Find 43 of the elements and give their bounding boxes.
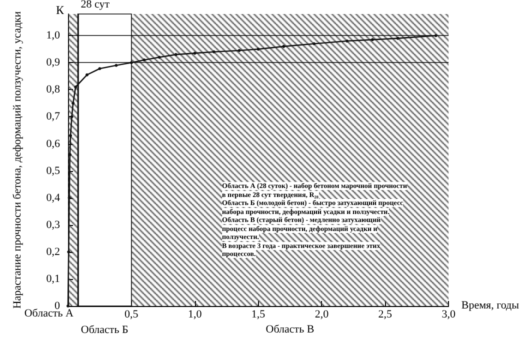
point [370, 38, 374, 42]
y-tick-label: 0,8 [46, 84, 60, 96]
y-tick-label: 0,6 [46, 138, 60, 150]
x-tick-label: 0,5 [124, 308, 139, 320]
text: К [56, 3, 65, 17]
point [67, 250, 70, 254]
point [434, 34, 438, 38]
line-series [66, 34, 438, 308]
band-label: Область Б [80, 324, 128, 336]
point [68, 196, 71, 200]
x-tick-label: 1,5 [251, 308, 266, 320]
point [70, 115, 74, 118]
point [396, 36, 400, 40]
y-tick-label: 1,0 [46, 30, 60, 42]
x-tick-label: 2,5 [378, 308, 393, 320]
point [74, 86, 78, 88]
y-tick-label: 0,2 [46, 246, 60, 258]
x-tick-label: 1,0 [188, 308, 202, 320]
point [238, 49, 241, 52]
point [86, 73, 89, 76]
y-axis-title: Нарастание прочности бетона, деформаций ползучести, усадки [12, 11, 24, 309]
band-label: Область В [266, 324, 314, 336]
point [142, 58, 146, 62]
point [256, 48, 260, 51]
x-tick-label: 2,0 [314, 308, 330, 320]
point [174, 53, 178, 56]
y-tick-label: 0,9 [46, 56, 60, 69]
x-axis-title: Время, годы [461, 300, 520, 312]
point [212, 50, 216, 54]
y-tick-label: 0,4 [46, 192, 60, 204]
point [193, 52, 196, 55]
y-tick-label: 0,1 [46, 272, 60, 285]
y-tick-label: 0,3 [46, 218, 60, 231]
x-tick-label: 3,0 [442, 308, 456, 320]
point [312, 42, 316, 46]
point [130, 61, 133, 64]
point [98, 67, 102, 70]
point [114, 64, 118, 67]
y-tick-label: 0,5 [46, 164, 60, 177]
point [282, 44, 286, 48]
point [72, 102, 75, 105]
y-tick-label: 0,7 [46, 110, 60, 123]
ref-line-label: 28 сут [80, 0, 110, 10]
